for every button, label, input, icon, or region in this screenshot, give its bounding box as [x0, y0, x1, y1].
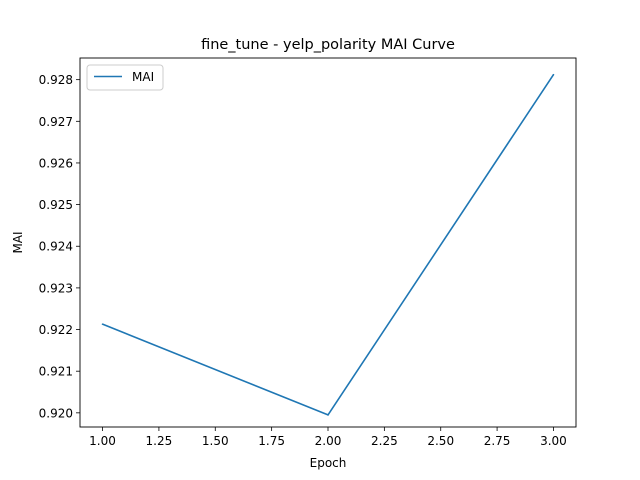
y-tick-label: 0.924: [39, 240, 73, 254]
x-tick-label: 2.50: [427, 434, 454, 448]
y-tick-label: 0.925: [39, 198, 73, 212]
data-point: [552, 73, 555, 76]
data-point: [327, 414, 329, 416]
x-tick-label: 2.00: [315, 434, 342, 448]
x-tick-label: 3.00: [540, 434, 567, 448]
x-axis: 1.00 1.25 1.50 1.75 2.00 2.25 2.50 2.75 3.00: [89, 427, 567, 448]
x-tick-label: 1.25: [146, 434, 173, 448]
y-tick-label: 0.921: [39, 365, 73, 379]
y-tick-label: 0.923: [39, 281, 73, 295]
legend-label: MAI: [132, 70, 154, 84]
data-point: [101, 323, 104, 325]
chart-title: fine_tune - yelp_polarity MAI Curve: [201, 37, 455, 53]
x-tick-label: 2.25: [371, 434, 398, 448]
y-tick-label: 0.928: [39, 73, 73, 87]
y-tick-label: 0.927: [39, 115, 73, 129]
legend: MAI: [86, 64, 164, 91]
y-axis: 0.920 0.921 0.922 0.923 0.924 0.925 0.926 0.927…: [39, 73, 80, 420]
x-tick-label: 1.75: [258, 434, 285, 448]
x-tick-label: 1.00: [89, 434, 116, 448]
x-axis-label: Epoch: [310, 456, 347, 470]
y-tick-label: 0.922: [39, 323, 73, 337]
y-axis-label: MAI: [11, 231, 25, 253]
y-tick-label: 0.926: [39, 156, 73, 170]
x-tick-label: 1.50: [202, 434, 229, 448]
legend-box: [86, 64, 164, 91]
plot-area: [101, 73, 555, 416]
y-tick-label: 0.920: [39, 406, 73, 420]
x-tick-label: 2.75: [484, 434, 511, 448]
